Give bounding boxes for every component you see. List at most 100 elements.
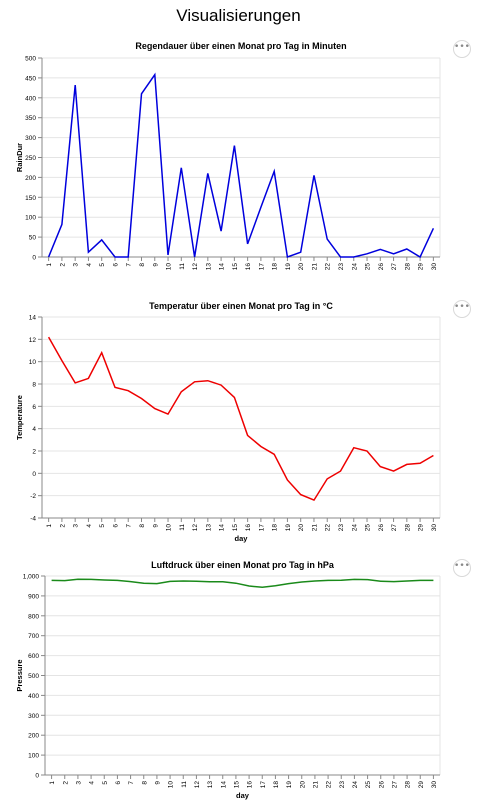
chart-1-data-point [392, 470, 394, 472]
chart-2-data-point [419, 579, 421, 581]
chart-2-x-tick-label: 26 [378, 781, 385, 789]
chart-0-y-tick-label: 150 [25, 195, 36, 202]
chart-2-x-tick-label: 4 [89, 781, 96, 785]
chart-2-y-tick-label: 900 [28, 593, 39, 600]
chart-1-y-tick-label: 4 [32, 426, 36, 433]
chart-1-x-tick-label: 13 [205, 524, 212, 532]
chart-0-x-tick-label: 26 [378, 263, 385, 271]
chart-1-y-tick-label: 12 [29, 337, 37, 344]
chart-2-x-tick-label: 13 [207, 781, 214, 789]
chart-1-x-tick-label: 4 [86, 524, 93, 528]
chart-0-series-line [47, 72, 435, 259]
chart-1-data-point [432, 454, 434, 456]
chart-0-data-point [300, 251, 302, 253]
chart-1-y-axis-title: Temperature [15, 395, 24, 440]
chart-1-data-point [154, 407, 156, 409]
chart-2-y-tick-label: 600 [28, 653, 39, 660]
chart-2-data-point [195, 580, 197, 582]
chart-0-data-point [180, 167, 182, 169]
chart-2-x-tick-label: 5 [102, 781, 109, 785]
chart-1-data-point [300, 493, 302, 495]
chart-1-x-tick-label: 8 [139, 524, 146, 528]
chart-0-data-point [220, 230, 222, 232]
chart-0-x-tick-label: 15 [232, 263, 239, 271]
chart-2-x-tick-label: 23 [339, 781, 346, 789]
chart-1-x-tick-label: 17 [258, 524, 265, 532]
chart-1-data-point [406, 463, 408, 465]
chart-1-x-tick-label: 20 [298, 524, 305, 532]
chart-0-x-tick-label: 18 [272, 263, 279, 271]
temperature-chart-more-button[interactable]: ••• [453, 300, 471, 318]
chart-1-y-tick-label: -2 [30, 493, 36, 500]
chart-1-x-tick-label: 3 [73, 524, 80, 528]
chart-1-title: Temperatur über einen Monat pro Tag in °… [149, 301, 333, 311]
temperature-chart: Temperatur über einen Monat pro Tag in °… [0, 296, 477, 551]
chart-2-data-point [340, 579, 342, 581]
chart-0-x-tick-label: 5 [99, 263, 106, 267]
chart-2-data-point [222, 581, 224, 583]
chart-0-y-tick-label: 200 [25, 175, 36, 182]
chart-1-y-tick-label: 2 [32, 449, 36, 456]
chart-2-data-point [116, 579, 118, 581]
chart-2-y-tick-label: 1,000 [23, 574, 40, 581]
chart-1-data-point [220, 384, 222, 386]
chart-2-x-tick-label: 7 [128, 781, 135, 785]
chart-0-x-tick-label: 16 [245, 263, 252, 271]
chart-0-data-point [260, 206, 262, 208]
chart-0-x-tick-label: 2 [59, 263, 66, 267]
chart-1-data-point [353, 446, 355, 448]
chart-2-data-point [143, 582, 145, 584]
chart-0-data-point [47, 256, 49, 258]
chart-1-x-tick-label: 10 [166, 524, 173, 532]
chart-1-x-tick-label: 16 [245, 524, 252, 532]
chart-0-y-tick-label: 400 [25, 95, 36, 102]
pressure-chart: Luftdruck über einen Monat pro Tag in hP… [0, 555, 477, 803]
chart-1-y-tick-label: 6 [32, 404, 36, 411]
chart-0-data-point [432, 227, 434, 229]
chart-0-x-tick-label: 30 [431, 263, 438, 271]
chart-0-y-tick-label: 250 [25, 155, 36, 162]
chart-2-data-point [406, 580, 408, 582]
chart-0-data-point [207, 172, 209, 174]
chart-0-data-point [313, 174, 315, 176]
chart-2-data-point [274, 585, 276, 587]
chart-1-series-line [47, 336, 434, 502]
rain-chart-more-button[interactable]: ••• [453, 40, 471, 58]
chart-2-x-tick-label: 19 [286, 781, 293, 789]
chart-1-y-tick-label: -4 [30, 516, 36, 523]
chart-1-data-point [379, 465, 381, 467]
chart-2-y-tick-label: 100 [28, 753, 39, 760]
chart-2-y-tick-label: 500 [28, 673, 39, 680]
chart-0-x-tick-label: 14 [219, 263, 226, 271]
chart-2-data-point [353, 578, 355, 580]
chart-0-data-point [154, 74, 156, 76]
chart-1-data-point [47, 336, 49, 338]
chart-2-data-point [64, 579, 66, 581]
chart-1-x-tick-label: 18 [272, 524, 279, 532]
rain-duration-chart-svg: Regendauer über einen Monat pro Tag in M… [15, 41, 441, 274]
chart-0-title: Regendauer über einen Monat pro Tag in M… [135, 41, 346, 51]
chart-0-data-point [61, 223, 63, 225]
chart-0-x-tick-label: 8 [139, 263, 146, 267]
chart-0-x-tick-label: 27 [391, 263, 398, 271]
chart-0-y-tick-label: 350 [25, 115, 36, 122]
chart-1-data-point [61, 359, 63, 361]
chart-1-x-tick-label: 14 [219, 524, 226, 532]
chart-2-data-point [287, 582, 289, 584]
chart-0-y-tick-label: 50 [29, 235, 37, 242]
chart-0-x-tick-label: 11 [179, 263, 186, 270]
chart-0-data-point [326, 238, 328, 240]
pressure-chart-more-button[interactable]: ••• [453, 559, 471, 577]
rain-duration-chart: Regendauer über einen Monat pro Tag in M… [0, 36, 477, 274]
chart-0-data-point [366, 253, 368, 255]
chart-0-data-point [233, 144, 235, 146]
chart-0-data-point [246, 243, 248, 245]
chart-0-y-tick-label: 450 [25, 75, 36, 82]
chart-2-x-tick-label: 28 [405, 781, 412, 789]
chart-1-x-tick-label: 25 [365, 524, 372, 532]
chart-2-x-tick-label: 17 [260, 781, 267, 789]
chart-0-x-tick-label: 4 [86, 263, 93, 267]
chart-0-x-axis-title: day [235, 273, 249, 274]
chart-1-x-tick-label: 22 [325, 524, 332, 532]
chart-1-data-point [127, 390, 129, 392]
